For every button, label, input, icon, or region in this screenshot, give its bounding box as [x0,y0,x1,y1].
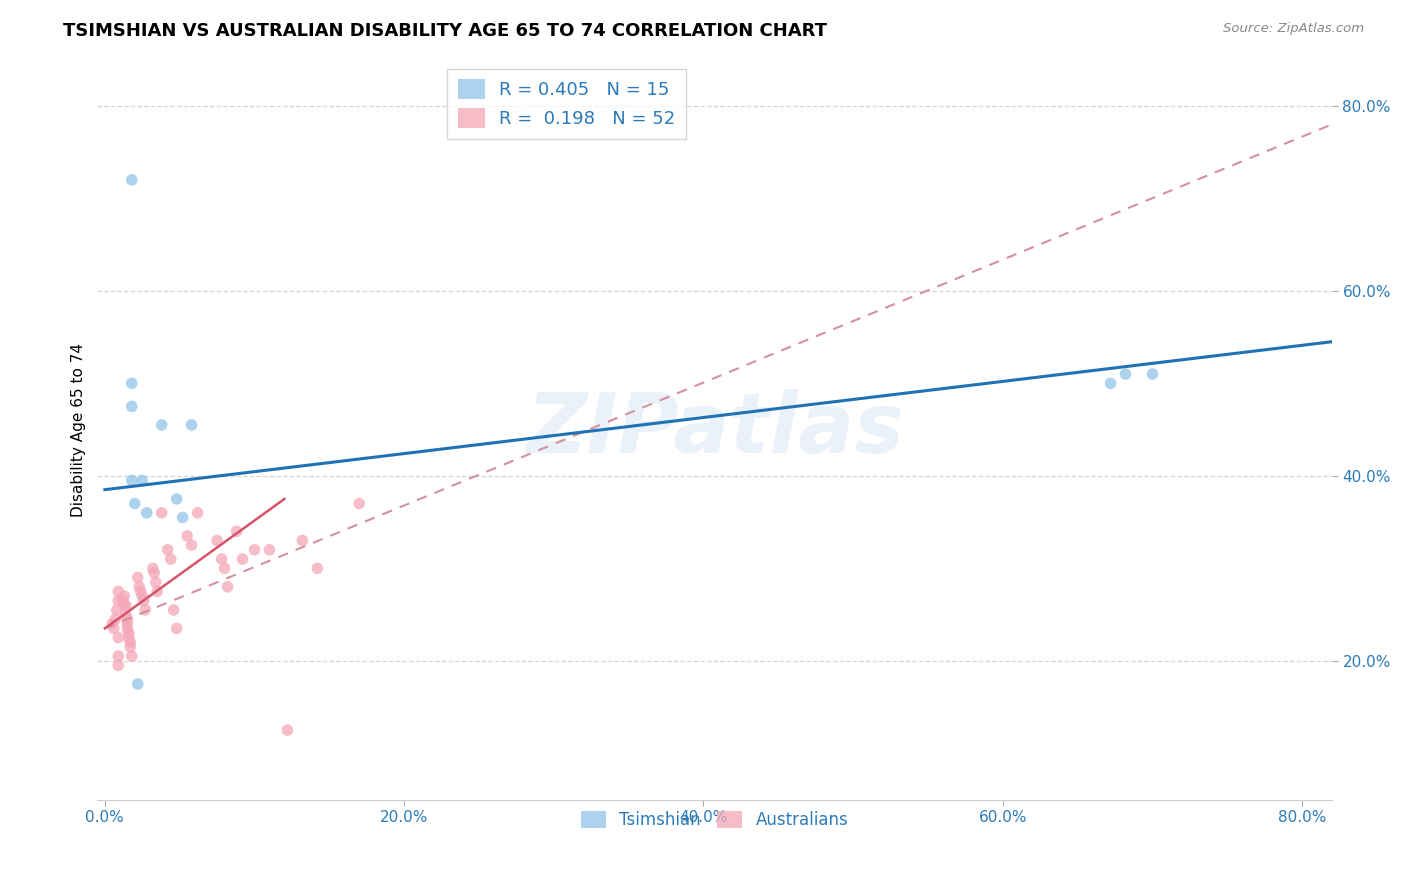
Point [127,570,149,584]
Point [107,658,129,673]
Point [231,552,253,566]
Point [211,552,233,566]
Point [120,640,142,654]
Point [172,510,194,524]
Point [259,542,281,557]
Point [217,580,239,594]
Point [101,616,124,631]
Point [276,723,298,738]
Point [117,622,139,636]
Point [180,417,202,432]
Point [291,533,314,548]
Point [112,599,135,613]
Point [225,524,247,539]
Point [132,593,155,607]
Point [134,603,156,617]
Point [214,561,236,575]
Point [146,584,169,599]
Point [118,631,141,645]
Point [112,589,135,603]
Point [166,622,188,636]
Point [120,635,142,649]
Point [128,580,150,594]
Text: TSIMSHIAN VS AUSTRALIAN DISABILITY AGE 65 TO 74 CORRELATION CHART: TSIMSHIAN VS AUSTRALIAN DISABILITY AGE 6… [63,22,827,40]
Point [131,589,153,603]
Point [1115,367,1137,381]
Point [121,474,143,488]
Point [105,603,128,617]
Point [180,538,202,552]
Point [121,400,143,414]
Point [205,533,228,548]
Point [150,417,173,432]
Point [107,584,129,599]
Point [107,649,129,664]
Point [114,607,136,622]
Point [187,506,209,520]
Point [159,552,181,566]
Point [1099,376,1122,391]
Point [156,542,179,557]
Point [114,599,136,613]
Point [127,677,149,691]
Point [111,593,134,607]
Point [163,603,186,617]
Point [118,626,141,640]
Point [349,497,371,511]
Point [145,575,167,590]
Point [121,376,143,391]
Point [107,631,129,645]
Point [103,622,125,636]
Point [166,491,188,506]
Point [124,497,146,511]
Point [104,612,127,626]
Text: Source: ZipAtlas.com: Source: ZipAtlas.com [1223,22,1364,36]
Point [143,566,166,580]
Point [142,561,165,575]
Y-axis label: Disability Age 65 to 74: Disability Age 65 to 74 [72,343,86,516]
Point [121,173,143,187]
Text: ZIPatlas: ZIPatlas [526,389,904,470]
Point [129,584,152,599]
Point [243,542,266,557]
Point [176,529,198,543]
Point [1142,367,1164,381]
Point [307,561,329,575]
Point [121,649,143,664]
Point [150,506,173,520]
Point [135,506,157,520]
Point [117,612,139,626]
Point [117,616,139,631]
Legend: Tsimshian, Australians: Tsimshian, Australians [574,804,855,836]
Point [131,474,153,488]
Point [107,593,129,607]
